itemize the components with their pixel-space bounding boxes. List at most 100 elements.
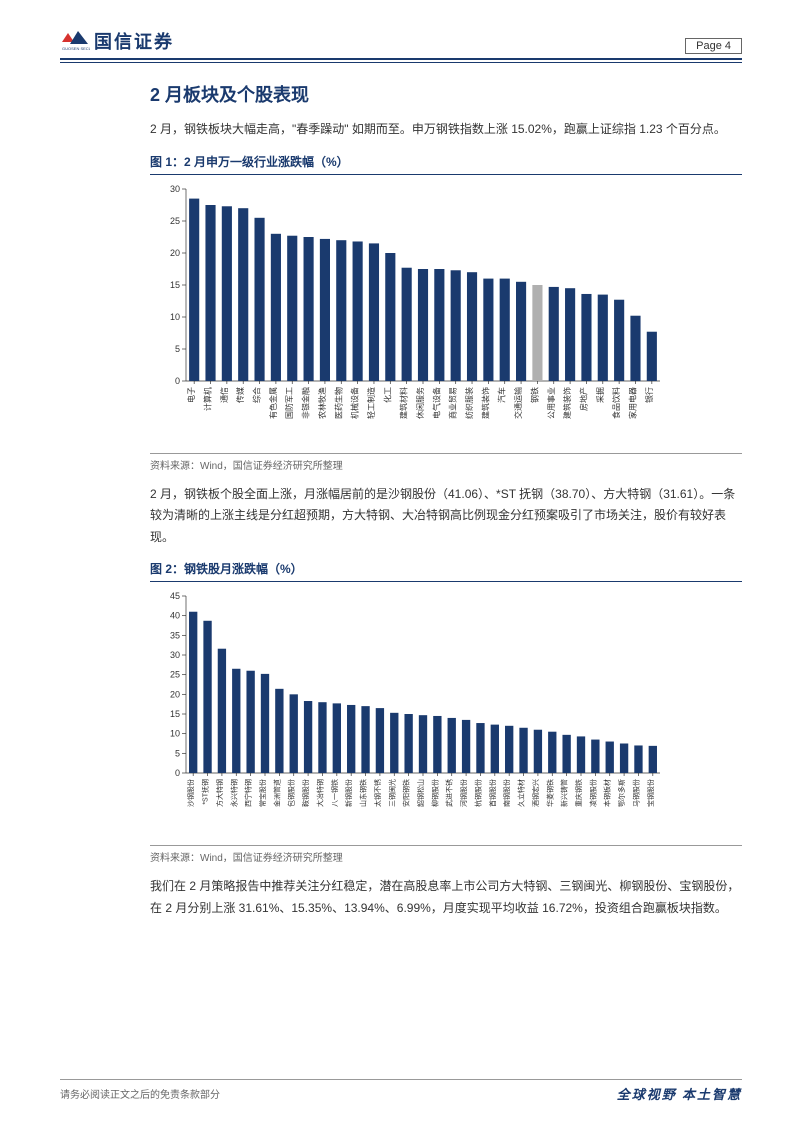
svg-text:鄂尔多斯: 鄂尔多斯 — [617, 779, 626, 807]
svg-text:有色金属: 有色金属 — [268, 387, 278, 419]
svg-text:河钢股份: 河钢股份 — [459, 779, 468, 807]
svg-text:钢铁: 钢铁 — [529, 387, 539, 403]
header-rule — [60, 62, 742, 63]
svg-text:方大特钢: 方大特钢 — [215, 779, 224, 807]
page-root: GUOSEN SECURITIES 国信证券 Page 4 2 月板块及个股表现… — [0, 0, 802, 972]
svg-text:酒钢宏兴: 酒钢宏兴 — [531, 779, 540, 807]
fig1-source-row: 资料来源：Wind，国信证券经济研究所整理 — [150, 453, 742, 474]
svg-text:5: 5 — [175, 344, 180, 354]
svg-text:非银金融: 非银金融 — [301, 387, 311, 419]
page-footer: 请务必阅读正文之后的免责条款部分 全球视野 本土智慧 — [60, 1079, 742, 1103]
logo-icon: GUOSEN SECURITIES — [60, 30, 90, 52]
fig2-caption: 图 2：钢铁股月涨跌幅（%） — [150, 562, 303, 576]
svg-text:山东钢铁: 山东钢铁 — [359, 779, 368, 807]
svg-text:35: 35 — [170, 631, 180, 641]
svg-text:房地产: 房地产 — [578, 387, 588, 411]
svg-text:30: 30 — [170, 184, 180, 194]
svg-text:通信: 通信 — [219, 387, 229, 403]
fig2-source: 资料来源：Wind，国信证券经济研究所整理 — [150, 853, 343, 864]
svg-text:新兴铸管: 新兴铸管 — [560, 779, 569, 807]
svg-text:建筑材料: 建筑材料 — [399, 387, 409, 419]
svg-text:电气设备: 电气设备 — [431, 387, 441, 419]
svg-text:机械设备: 机械设备 — [350, 387, 360, 419]
svg-text:重庆钢铁: 重庆钢铁 — [574, 779, 583, 807]
svg-text:国防军工: 国防军工 — [284, 387, 294, 419]
svg-text:20: 20 — [170, 248, 180, 258]
fig1-caption: 图 1：2 月申万一级行业涨跌幅（%） — [150, 155, 349, 169]
company-logo: GUOSEN SECURITIES 国信证券 — [60, 28, 174, 54]
svg-text:40: 40 — [170, 611, 180, 621]
svg-text:华菱钢铁: 华菱钢铁 — [545, 779, 554, 807]
svg-text:马钢股份: 马钢股份 — [631, 779, 640, 807]
svg-text:医药生物: 医药生物 — [333, 387, 343, 419]
svg-text:本钢板材: 本钢板材 — [603, 779, 612, 807]
svg-text:计算机: 计算机 — [203, 387, 213, 411]
svg-text:传媒: 传媒 — [235, 387, 245, 403]
svg-text:5: 5 — [175, 749, 180, 759]
svg-text:电子: 电子 — [186, 387, 196, 403]
svg-text:安阳钢铁: 安阳钢铁 — [402, 779, 411, 807]
svg-text:家用电器: 家用电器 — [627, 387, 637, 419]
svg-text:宝钢股份: 宝钢股份 — [646, 779, 655, 807]
svg-text:休闲服务: 休闲服务 — [415, 387, 425, 419]
svg-text:30: 30 — [170, 650, 180, 660]
fig2-caption-row: 图 2：钢铁股月涨跌幅（%） — [150, 560, 742, 582]
page-number-box: Page 4 — [685, 38, 742, 54]
company-name: 国信证券 — [94, 28, 174, 54]
svg-text:常宝股份: 常宝股份 — [258, 779, 267, 807]
svg-text:15: 15 — [170, 280, 180, 290]
svg-text:25: 25 — [170, 216, 180, 226]
svg-text:武进不锈: 武进不锈 — [445, 779, 454, 807]
svg-text:0: 0 — [175, 376, 180, 386]
fig1-svg: 0 5 10 15 20 25 30 电子计算机通信传媒综合有色金属国防军工非银金融农林牧渔医… — [150, 181, 670, 451]
svg-text:鞍钢股份: 鞍钢股份 — [301, 779, 310, 807]
svg-text:新钢股份: 新钢股份 — [344, 779, 353, 807]
svg-text:八一钢铁: 八一钢铁 — [330, 779, 339, 807]
svg-text:大冶特钢: 大冶特钢 — [315, 779, 324, 807]
svg-text:建筑装饰: 建筑装饰 — [562, 387, 572, 419]
footer-disclaimer: 请务必阅读正文之后的免责条款部分 — [60, 1086, 220, 1101]
svg-text:农林牧渔: 农林牧渔 — [317, 387, 327, 419]
svg-text:15: 15 — [170, 709, 180, 719]
svg-text:凌钢股份: 凌钢股份 — [588, 779, 597, 807]
svg-text:建筑装饰: 建筑装饰 — [480, 387, 490, 419]
fig1-chart: 0 5 10 15 20 25 30 电子计算机通信传媒综合有色金属国防军工非银金融农林牧渔医… — [150, 181, 742, 451]
svg-text:韶钢松山: 韶钢松山 — [416, 779, 425, 807]
svg-text:杭钢股份: 杭钢股份 — [473, 779, 482, 807]
section-title: 2 月板块及个股表现 — [150, 81, 742, 107]
svg-text:采掘: 采掘 — [595, 387, 605, 403]
svg-text:化工: 化工 — [382, 387, 392, 403]
page-number: Page 4 — [696, 40, 731, 52]
svg-text:太钢不锈: 太钢不锈 — [373, 779, 382, 807]
svg-text:商业贸易: 商业贸易 — [448, 387, 458, 419]
svg-text:纺织服装: 纺织服装 — [464, 387, 474, 419]
svg-text:沙钢股份: 沙钢股份 — [186, 779, 195, 807]
fig1-caption-row: 图 1：2 月申万一级行业涨跌幅（%） — [150, 153, 742, 175]
svg-text:银行: 银行 — [644, 387, 654, 403]
paragraph-1: 2 月，钢铁板块大幅走高，"春季躁动" 如期而至。申万钢铁指数上涨 15.02%… — [150, 119, 742, 141]
svg-text:南钢股份: 南钢股份 — [502, 779, 511, 807]
svg-text:柳钢股份: 柳钢股份 — [430, 779, 439, 807]
paragraph-2: 2 月，钢铁板个股全面上涨，月涨幅居前的是沙钢股份（41.06）、*ST 抚钢（… — [150, 484, 742, 549]
svg-text:轻工制造: 轻工制造 — [366, 387, 376, 419]
svg-text:永兴特钢: 永兴特钢 — [229, 779, 238, 807]
svg-text:10: 10 — [170, 312, 180, 322]
fig2-source-row: 资料来源：Wind，国信证券经济研究所整理 — [150, 845, 742, 866]
svg-text:金洲管道: 金洲管道 — [272, 779, 281, 807]
svg-text:交通运输: 交通运输 — [513, 387, 523, 419]
svg-text:汽车: 汽车 — [497, 387, 507, 403]
svg-text:10: 10 — [170, 729, 180, 739]
svg-text:久立特材: 久立特材 — [517, 779, 526, 807]
svg-text:包钢股份: 包钢股份 — [287, 779, 296, 807]
svg-text:首钢股份: 首钢股份 — [488, 779, 497, 807]
page-header: GUOSEN SECURITIES 国信证券 Page 4 — [60, 28, 742, 60]
svg-text:45: 45 — [170, 591, 180, 601]
svg-text:西宁特钢: 西宁特钢 — [244, 779, 253, 807]
svg-text:20: 20 — [170, 690, 180, 700]
fig2-chart: 051015202530354045沙钢股份*ST抚钢方大特钢永兴特钢西宁特钢常… — [150, 588, 742, 843]
fig1-source: 资料来源：Wind，国信证券经济研究所整理 — [150, 461, 343, 472]
svg-text:三钢闽光: 三钢闽光 — [387, 779, 396, 807]
svg-text:食品饮料: 食品饮料 — [611, 387, 621, 419]
svg-text:综合: 综合 — [252, 387, 262, 403]
svg-text:*ST抚钢: *ST抚钢 — [201, 779, 210, 805]
